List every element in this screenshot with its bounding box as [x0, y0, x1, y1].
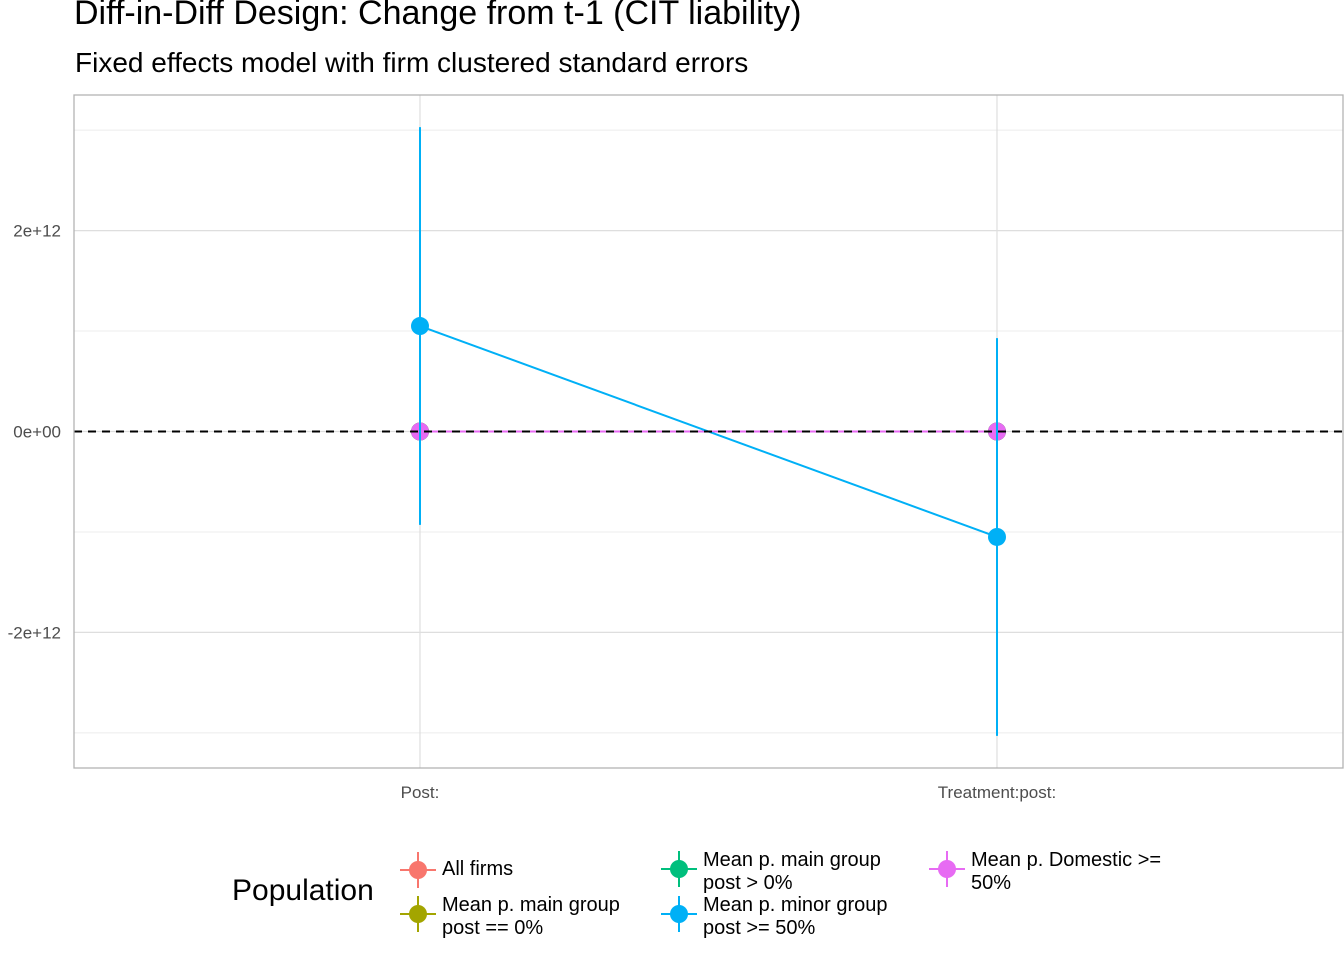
- legend-key-point: [938, 860, 956, 878]
- legend-title: Population: [232, 874, 374, 907]
- legend-label-line: All firms: [442, 858, 514, 880]
- legend-key-point: [670, 860, 688, 878]
- legend-item-all-firms: All firms: [398, 850, 513, 890]
- legend-label: Mean p. main group post > 0%: [703, 849, 881, 895]
- legend-label: Mean p. minor group post >= 50%: [703, 894, 888, 940]
- legend-item-domestic: Mean p. Domestic >= 50%: [927, 849, 1161, 895]
- legend-label-line: post == 0%: [442, 917, 544, 939]
- legend-label: All firms: [442, 850, 513, 881]
- chart-title: Diff-in-Diff Design: Change from t-1 (CI…: [74, 0, 802, 32]
- legend-item-main-group-zero: Mean p. main group post == 0%: [398, 894, 620, 940]
- legend-label-line: post >= 50%: [703, 917, 816, 939]
- legend-key-icon: [400, 896, 436, 932]
- legend-label-line: Mean p. main group: [703, 849, 881, 871]
- y-tick-label: 2e+12: [13, 222, 61, 241]
- legend-key-icon: [400, 852, 436, 888]
- legend-key-icon: [661, 851, 697, 887]
- legend-key-point: [409, 861, 427, 879]
- legend-label-line: 50%: [971, 872, 1012, 894]
- legend-key-icon: [661, 896, 697, 932]
- legend-label-line: Mean p. Domestic >=: [971, 849, 1162, 871]
- legend-label-line: Mean p. minor group: [703, 894, 888, 916]
- legend-item-minor-group: Mean p. minor group post >= 50%: [659, 894, 888, 940]
- y-tick-label: 0e+00: [13, 423, 61, 442]
- legend-key-icon: [929, 851, 965, 887]
- legend-key-point: [670, 905, 688, 923]
- chart-subtitle: Fixed effects model with firm clustered …: [75, 47, 749, 78]
- data-point: [988, 527, 1006, 546]
- y-tick-label: -2e+12: [8, 623, 61, 642]
- x-tick-label: Treatment:post:: [938, 783, 1056, 802]
- legend-item-main-group-positive: Mean p. main group post > 0%: [659, 849, 881, 895]
- legend-label: Mean p. Domestic >= 50%: [971, 849, 1161, 895]
- data-point: [411, 317, 429, 336]
- panel-border: [73, 94, 1344, 769]
- plot-area: 2e+12 0e+00 -2e+12 Post: Treatment:post:: [8, 94, 1344, 802]
- legend-label-line: Mean p. main group: [442, 894, 620, 916]
- legend-label: Mean p. main group post == 0%: [442, 894, 620, 940]
- series-3: [411, 127, 1006, 736]
- legend-label-line: post > 0%: [703, 872, 793, 894]
- legend-key-point: [409, 905, 427, 923]
- x-tick-label: Post:: [401, 783, 440, 802]
